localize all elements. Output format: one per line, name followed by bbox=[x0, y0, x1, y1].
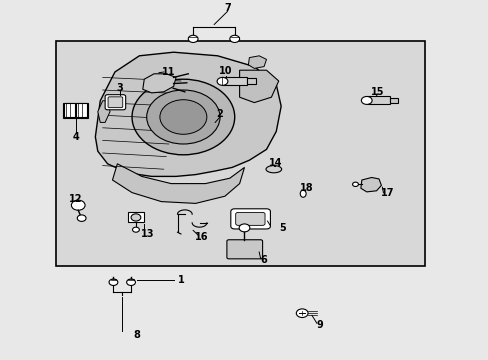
Ellipse shape bbox=[265, 166, 281, 173]
Text: 8: 8 bbox=[133, 330, 140, 340]
Bar bbox=[63, 103, 75, 117]
Bar bbox=[366, 96, 389, 104]
Bar bbox=[56, 41, 425, 266]
Polygon shape bbox=[98, 101, 110, 122]
Circle shape bbox=[188, 35, 198, 42]
Bar bbox=[62, 103, 88, 118]
Text: 16: 16 bbox=[194, 232, 208, 242]
Text: 14: 14 bbox=[268, 158, 282, 168]
FancyBboxPatch shape bbox=[108, 97, 122, 108]
Text: 4: 4 bbox=[72, 132, 79, 142]
Bar bbox=[389, 98, 397, 103]
Text: 6: 6 bbox=[260, 255, 267, 265]
Bar bbox=[246, 78, 255, 84]
Bar bbox=[128, 212, 143, 222]
Text: 9: 9 bbox=[316, 320, 323, 330]
Text: 13: 13 bbox=[141, 229, 154, 239]
FancyBboxPatch shape bbox=[226, 240, 262, 259]
Circle shape bbox=[132, 79, 234, 155]
FancyBboxPatch shape bbox=[105, 95, 125, 110]
Text: 2: 2 bbox=[216, 109, 223, 120]
Circle shape bbox=[131, 214, 141, 221]
Bar bbox=[76, 103, 87, 117]
FancyBboxPatch shape bbox=[230, 209, 270, 229]
Circle shape bbox=[361, 96, 371, 104]
Text: 1: 1 bbox=[177, 275, 184, 285]
Text: 7: 7 bbox=[224, 3, 230, 13]
Circle shape bbox=[109, 279, 118, 285]
Circle shape bbox=[160, 100, 206, 134]
Text: 5: 5 bbox=[279, 222, 285, 233]
Polygon shape bbox=[239, 70, 278, 103]
Text: 12: 12 bbox=[69, 194, 82, 204]
Text: 15: 15 bbox=[370, 87, 384, 97]
Text: 3: 3 bbox=[116, 83, 123, 93]
Ellipse shape bbox=[300, 190, 305, 197]
Circle shape bbox=[229, 35, 239, 42]
Polygon shape bbox=[142, 74, 176, 93]
Circle shape bbox=[352, 182, 358, 186]
Circle shape bbox=[132, 227, 139, 232]
Circle shape bbox=[71, 200, 85, 210]
Text: 11: 11 bbox=[162, 67, 175, 77]
Text: 17: 17 bbox=[380, 188, 393, 198]
Circle shape bbox=[126, 279, 135, 285]
Circle shape bbox=[217, 77, 227, 85]
Circle shape bbox=[146, 90, 220, 144]
Polygon shape bbox=[95, 52, 281, 176]
Polygon shape bbox=[248, 56, 266, 68]
Text: 10: 10 bbox=[219, 66, 232, 76]
Polygon shape bbox=[360, 177, 381, 192]
Circle shape bbox=[77, 215, 86, 221]
Circle shape bbox=[296, 309, 307, 318]
Circle shape bbox=[239, 224, 249, 232]
Bar bbox=[222, 77, 246, 85]
Text: 18: 18 bbox=[300, 183, 313, 193]
FancyBboxPatch shape bbox=[235, 212, 264, 225]
Polygon shape bbox=[112, 164, 244, 203]
